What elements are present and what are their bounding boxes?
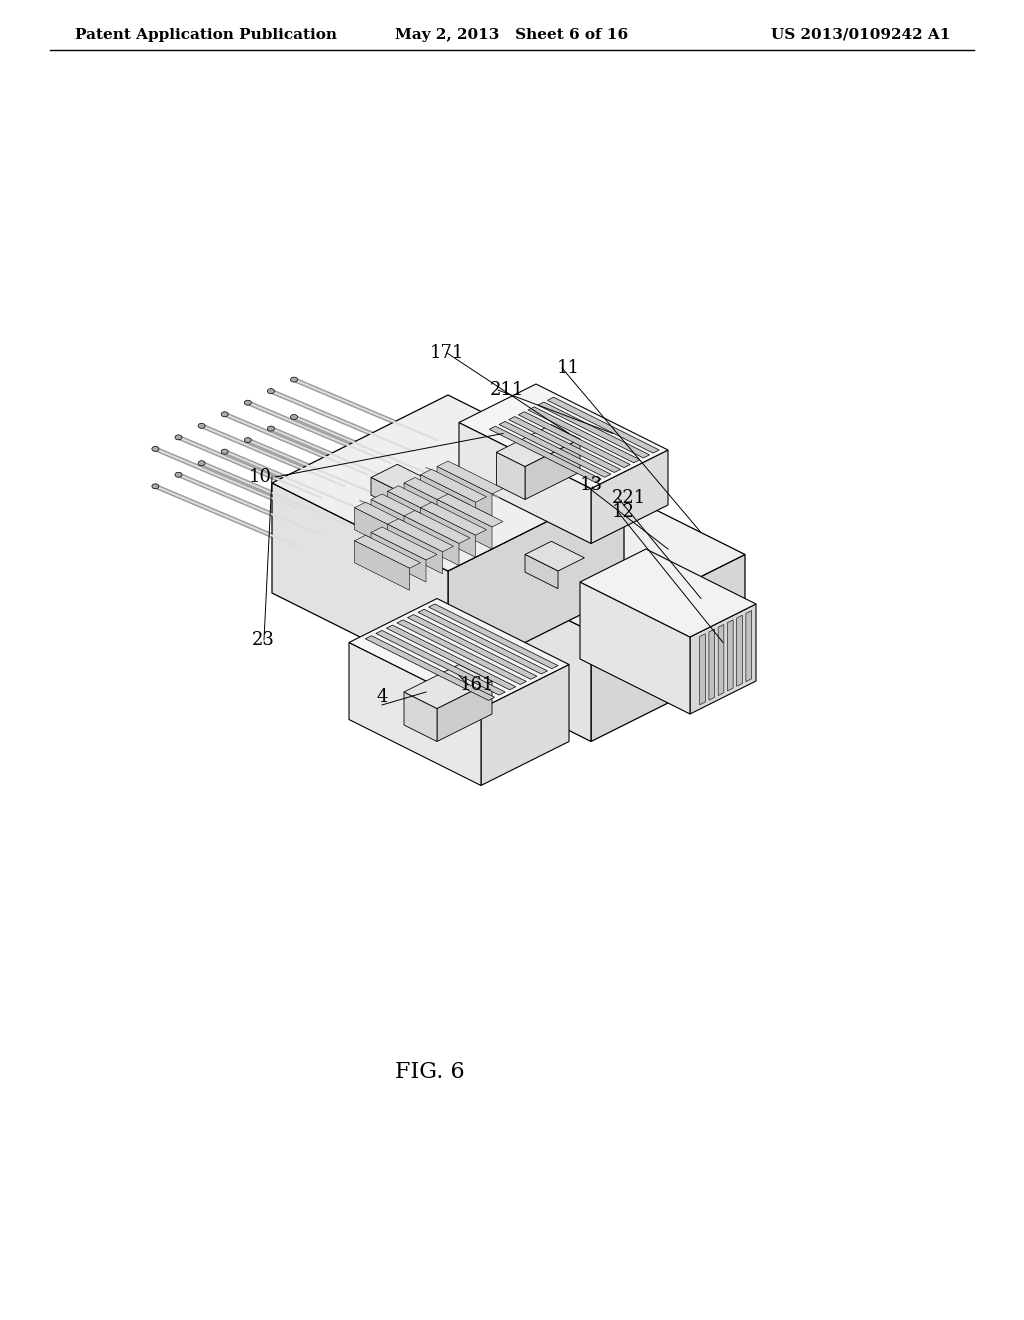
Ellipse shape: [175, 473, 182, 478]
Polygon shape: [272, 483, 449, 681]
Text: 171: 171: [430, 345, 464, 362]
Polygon shape: [449, 483, 624, 681]
Polygon shape: [354, 502, 421, 535]
Polygon shape: [371, 532, 426, 582]
Polygon shape: [404, 692, 437, 742]
Polygon shape: [489, 426, 601, 482]
Polygon shape: [371, 494, 437, 527]
Text: 12: 12: [612, 503, 635, 521]
Polygon shape: [481, 664, 569, 785]
Text: 13: 13: [580, 477, 603, 494]
Text: 23: 23: [252, 631, 274, 649]
Ellipse shape: [152, 446, 159, 451]
Polygon shape: [548, 397, 659, 453]
Polygon shape: [718, 624, 724, 696]
Polygon shape: [404, 511, 470, 544]
Polygon shape: [497, 453, 525, 499]
Polygon shape: [437, 461, 503, 494]
Ellipse shape: [198, 424, 205, 428]
Polygon shape: [437, 499, 492, 549]
Text: 11: 11: [557, 359, 580, 378]
Polygon shape: [404, 483, 459, 532]
Ellipse shape: [291, 414, 298, 420]
Ellipse shape: [245, 400, 251, 405]
Polygon shape: [459, 422, 591, 544]
Polygon shape: [709, 630, 715, 700]
Polygon shape: [418, 610, 548, 675]
Text: 4: 4: [376, 688, 388, 706]
Polygon shape: [387, 519, 454, 552]
Polygon shape: [459, 565, 591, 742]
Polygon shape: [437, 466, 492, 516]
Polygon shape: [371, 499, 426, 549]
Polygon shape: [497, 425, 580, 466]
Text: May 2, 2013   Sheet 6 of 16: May 2, 2013 Sheet 6 of 16: [395, 28, 629, 42]
Polygon shape: [404, 664, 492, 709]
Polygon shape: [387, 524, 442, 574]
Text: US 2013/0109242 A1: US 2013/0109242 A1: [771, 28, 950, 42]
Polygon shape: [349, 598, 569, 709]
Ellipse shape: [267, 388, 274, 393]
Text: 221: 221: [612, 488, 646, 507]
Polygon shape: [525, 440, 580, 499]
Ellipse shape: [291, 378, 298, 381]
Polygon shape: [745, 611, 752, 681]
Polygon shape: [366, 636, 495, 701]
Polygon shape: [591, 554, 745, 742]
Polygon shape: [591, 450, 668, 544]
Ellipse shape: [175, 434, 182, 440]
Polygon shape: [437, 681, 492, 742]
Polygon shape: [690, 605, 756, 714]
Ellipse shape: [267, 426, 274, 432]
Polygon shape: [421, 508, 475, 557]
Ellipse shape: [221, 449, 228, 454]
Polygon shape: [421, 475, 475, 524]
Text: FIG. 6: FIG. 6: [395, 1061, 465, 1082]
Polygon shape: [404, 516, 459, 565]
Polygon shape: [736, 615, 742, 686]
Polygon shape: [371, 527, 437, 560]
Polygon shape: [459, 384, 668, 488]
Text: 10: 10: [249, 469, 272, 486]
Ellipse shape: [245, 438, 251, 442]
Polygon shape: [429, 605, 558, 669]
Polygon shape: [354, 508, 410, 557]
Polygon shape: [376, 631, 505, 696]
Text: Patent Application Publication: Patent Application Publication: [75, 28, 337, 42]
Text: 211: 211: [490, 381, 524, 399]
Polygon shape: [538, 403, 649, 458]
Polygon shape: [397, 620, 526, 685]
Polygon shape: [459, 488, 745, 631]
Polygon shape: [525, 554, 558, 589]
Ellipse shape: [221, 412, 228, 417]
Polygon shape: [408, 615, 537, 680]
Ellipse shape: [152, 484, 159, 488]
Polygon shape: [437, 494, 503, 527]
Polygon shape: [528, 407, 640, 463]
Polygon shape: [371, 478, 404, 512]
Polygon shape: [404, 478, 470, 511]
Polygon shape: [272, 395, 624, 572]
Text: 161: 161: [460, 676, 495, 694]
Ellipse shape: [198, 461, 205, 466]
Polygon shape: [354, 535, 421, 568]
Polygon shape: [387, 491, 442, 541]
Polygon shape: [525, 541, 585, 572]
Polygon shape: [349, 643, 481, 785]
Polygon shape: [580, 549, 756, 638]
Polygon shape: [421, 469, 486, 502]
Polygon shape: [371, 465, 430, 494]
Polygon shape: [354, 541, 410, 590]
Polygon shape: [499, 421, 610, 478]
Polygon shape: [421, 502, 486, 535]
Polygon shape: [580, 582, 690, 714]
Polygon shape: [699, 634, 706, 705]
Polygon shape: [518, 412, 630, 467]
Polygon shape: [727, 620, 733, 690]
Polygon shape: [387, 486, 454, 519]
Polygon shape: [509, 417, 621, 473]
Polygon shape: [386, 626, 516, 690]
